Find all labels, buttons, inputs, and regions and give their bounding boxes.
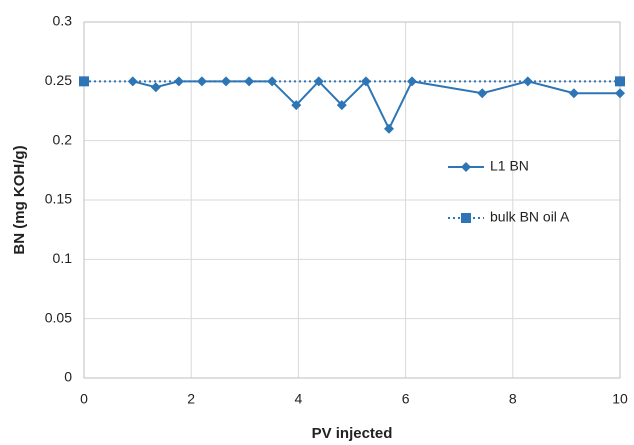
- y-axis-label: BN (mg KOH/g): [11, 145, 28, 254]
- data-point: [267, 76, 278, 87]
- x-tick-label: 4: [295, 391, 303, 407]
- data-point: [313, 76, 324, 87]
- x-tick-label: 0: [80, 391, 88, 407]
- y-tick-label: 0.3: [53, 13, 73, 29]
- data-point: [127, 76, 138, 87]
- legend-label: L1 BN: [490, 158, 529, 174]
- data-point: [615, 88, 625, 99]
- data-point: [196, 76, 207, 87]
- y-tick-label: 0.05: [45, 309, 72, 325]
- y-tick-label: 0.2: [53, 131, 73, 147]
- data-point: [221, 76, 232, 87]
- data-point: [407, 76, 418, 87]
- legend-label: bulk BN oil A: [490, 209, 570, 225]
- data-point: [336, 100, 347, 111]
- data-point: [477, 88, 488, 99]
- data-point: [291, 100, 302, 111]
- series-line: [132, 79, 620, 132]
- y-tick-label: 0.25: [45, 72, 72, 88]
- x-tick-label: 6: [402, 391, 410, 407]
- y-tick-label: 0: [64, 369, 72, 385]
- data-point: [568, 88, 579, 99]
- y-tick-label: 0.1: [53, 250, 73, 266]
- plot-border: [83, 21, 621, 379]
- data-point: [173, 76, 184, 87]
- x-axis-label: PV injected: [312, 425, 393, 442]
- data-point: [79, 76, 89, 87]
- data-point: [615, 76, 625, 87]
- x-tick-label: 8: [509, 391, 517, 407]
- legend-marker: [461, 213, 471, 223]
- data-point: [150, 82, 161, 93]
- data-point: [383, 123, 394, 134]
- data-point: [522, 76, 533, 87]
- y-tick-label: 0.15: [45, 191, 72, 207]
- legend-marker: [461, 162, 471, 172]
- x-tick-label: 2: [187, 391, 195, 407]
- x-tick-label: 10: [612, 391, 628, 407]
